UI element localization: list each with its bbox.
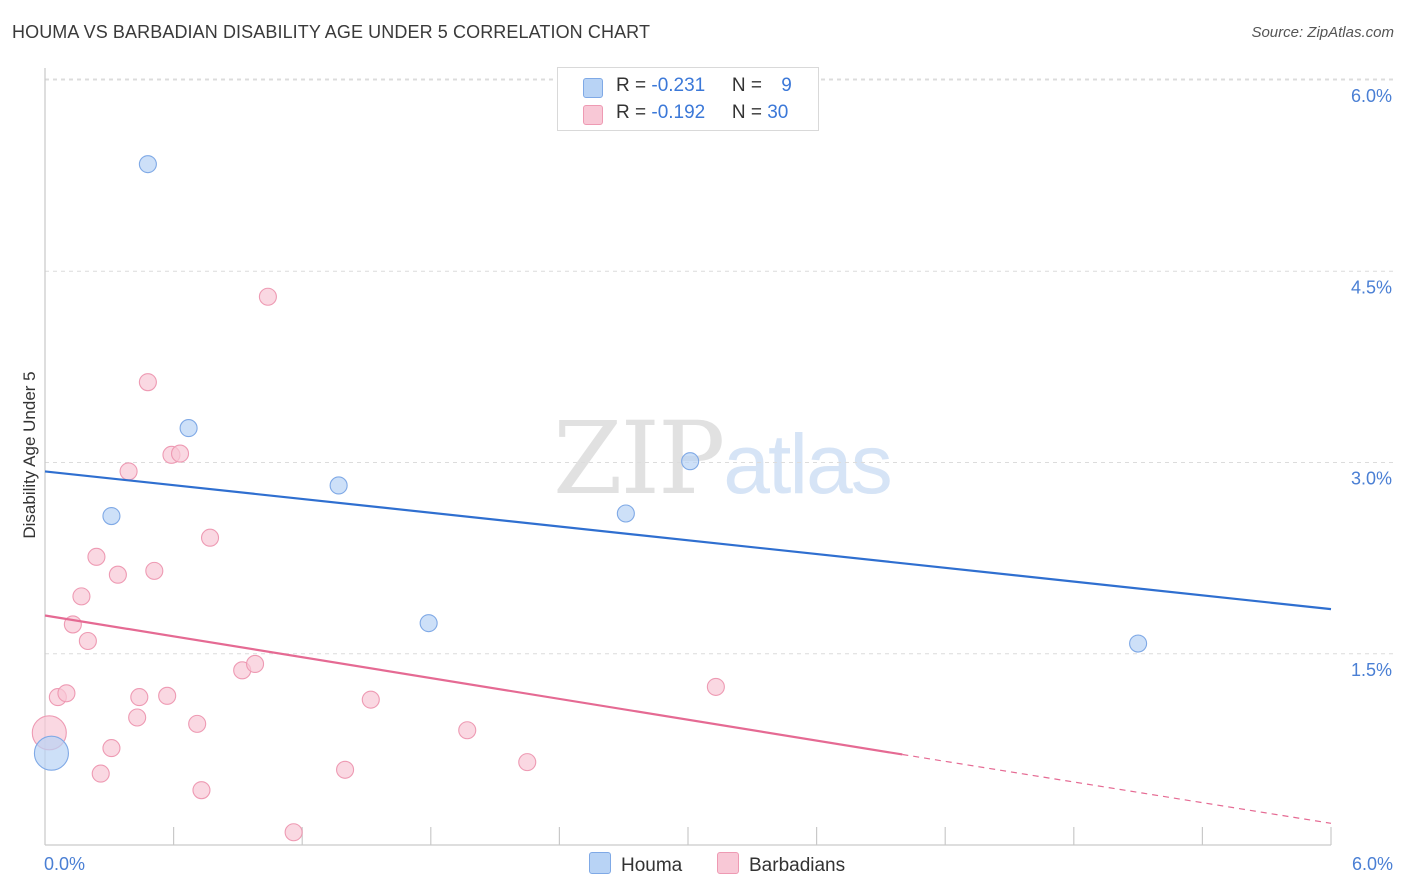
- barbadians-point: [245, 654, 265, 674]
- barbadians-point: [361, 690, 380, 709]
- chart-title: HOUMA VS BARBADIAN DISABILITY AGE UNDER …: [12, 22, 651, 42]
- barbadians-point: [108, 565, 127, 584]
- watermark-atlas: atlas: [723, 417, 892, 511]
- houma-point: [33, 735, 69, 771]
- houma-point: [102, 506, 121, 526]
- barbadians-point: [706, 677, 725, 696]
- barbadians-trend-line: [44, 614, 903, 756]
- legend-item-houma[interactable]: Houma: [589, 852, 682, 877]
- barbadians-point: [138, 373, 157, 392]
- houma-r-value: -0.231: [651, 75, 706, 96]
- barbadians-point: [188, 714, 207, 733]
- barbadians-legend-swatch: [717, 852, 739, 874]
- barbadians-point: [91, 764, 110, 783]
- barbadians-trend-extension: [902, 753, 1332, 824]
- barbadians-point: [258, 287, 277, 306]
- barbadians-point: [72, 587, 91, 606]
- houma-n-label: N =: [731, 75, 768, 96]
- y-tick-label: 1.5%: [1351, 660, 1392, 680]
- x-tick-label: 6.0%: [1352, 854, 1393, 874]
- barbadians-legend-label: Barbadians: [749, 855, 846, 876]
- houma-point: [681, 452, 700, 471]
- houma-swatch: [583, 78, 603, 98]
- y-tick-label: 6.0%: [1351, 86, 1392, 106]
- barbadians-point: [87, 547, 106, 566]
- houma-point: [1129, 634, 1148, 653]
- barbadians-n-label: N =: [731, 102, 768, 123]
- source-label: Source: ZipAtlas.com: [1251, 24, 1394, 41]
- barbadians-r-value: -0.192: [651, 102, 706, 123]
- barbadians-point: [284, 823, 303, 842]
- barbadians-point: [192, 781, 211, 800]
- barbadians-point: [78, 631, 97, 651]
- barbadians-point: [145, 561, 164, 580]
- barbadians-point: [102, 739, 121, 758]
- barbadians-r-label: R =: [616, 102, 652, 123]
- barbadians-point: [336, 760, 355, 779]
- houma-point: [179, 419, 198, 438]
- legend-item-barbadians[interactable]: Barbadians: [717, 852, 845, 877]
- houma-r-label: R =: [616, 75, 652, 96]
- barbadians-point: [158, 686, 177, 705]
- y-tick-label: 4.5%: [1351, 277, 1392, 297]
- barbadians-swatch: [583, 105, 603, 125]
- houma-point: [616, 504, 635, 523]
- barbadians-point: [119, 462, 138, 481]
- y-tick-label: 3.0%: [1351, 469, 1392, 489]
- houma-legend-swatch: [589, 852, 611, 874]
- barbadians-n-value: 30: [767, 102, 789, 123]
- barbadians-point: [200, 528, 220, 547]
- houma-point: [329, 476, 348, 495]
- houma-legend-label: Houma: [621, 855, 683, 876]
- watermark: ZIPatlas: [553, 400, 893, 517]
- stats-legend: R = -0.231 N = 9 R = -0.192 N = 30: [557, 67, 819, 131]
- houma-point: [419, 614, 438, 633]
- houma-n-value: 9: [781, 75, 792, 96]
- barbadians-point: [130, 688, 149, 707]
- houma-point: [138, 155, 157, 174]
- barbadians-point: [458, 721, 477, 740]
- barbadians-point: [57, 684, 76, 703]
- barbadians-point: [128, 708, 147, 727]
- barbadians-point: [170, 444, 190, 463]
- x-tick-label: 0.0%: [44, 854, 85, 874]
- houma-trend-line: [44, 470, 1332, 611]
- barbadians-point: [518, 753, 537, 772]
